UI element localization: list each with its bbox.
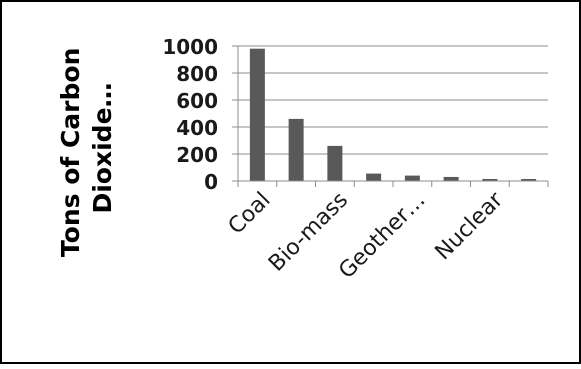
- bar: [288, 118, 304, 181]
- y-tick-label: 800: [176, 62, 218, 86]
- bar: [327, 145, 343, 181]
- y-tick-label: 1000: [162, 35, 218, 59]
- y-axis-label: Tons of Carbon Dioxide…: [56, 39, 117, 257]
- y-tick-label: 0: [204, 170, 218, 194]
- y-axis-label-line-1: Tons of Carbon: [56, 48, 85, 257]
- axes: [232, 45, 549, 187]
- bar: [482, 178, 498, 181]
- bar: [366, 173, 382, 181]
- bar: [443, 176, 459, 181]
- bars: [249, 48, 537, 182]
- bar: [521, 178, 537, 181]
- y-tick-labels: 0 200 400 600 800 1000: [162, 35, 218, 194]
- y-tick-label: 200: [176, 143, 218, 167]
- bar: [249, 48, 265, 182]
- y-tick-label: 400: [176, 116, 218, 140]
- y-axis-label-line-2: Dioxide…: [88, 82, 117, 213]
- bar: [404, 175, 420, 181]
- y-tick-label: 600: [176, 89, 218, 113]
